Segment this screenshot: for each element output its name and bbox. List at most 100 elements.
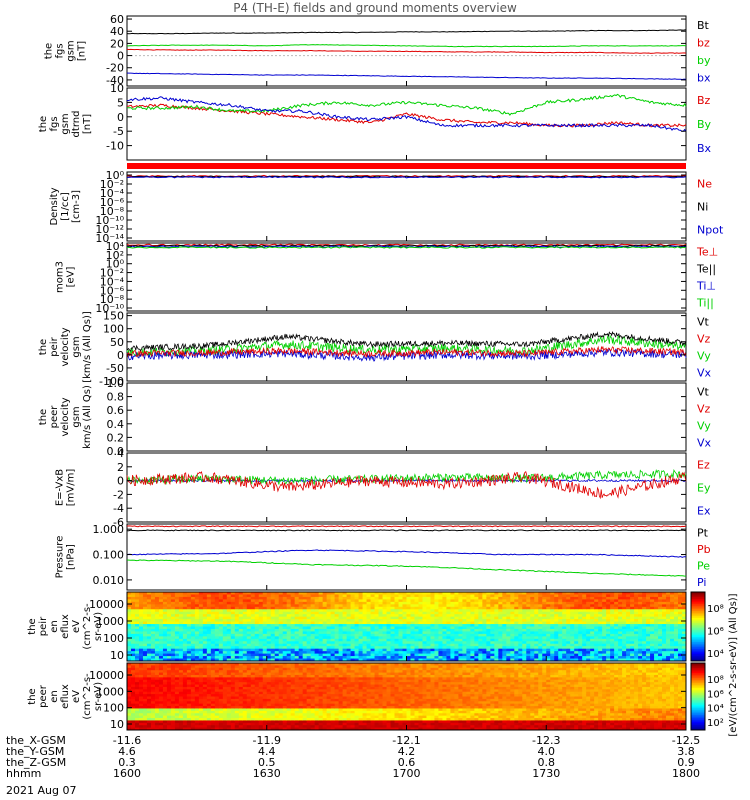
legend-entry-0: Bt <box>697 19 710 32</box>
spectrogram-cell <box>410 599 415 603</box>
spectrogram-cell <box>438 643 443 647</box>
spectrogram-cell <box>282 614 288 618</box>
spectrogram-cell <box>170 658 176 662</box>
spectrogram-cell <box>174 682 180 686</box>
spectrogram-cell <box>138 658 144 662</box>
spectrogram-cell <box>354 626 360 630</box>
spectrogram-cell <box>482 601 487 605</box>
spectrogram-cell <box>274 658 280 662</box>
spectrogram-cell <box>322 628 328 632</box>
spectrogram-cell <box>418 604 423 608</box>
spectrogram-cell <box>462 601 467 605</box>
spectrogram-cell <box>586 651 591 655</box>
spectrogram-cell <box>146 682 152 686</box>
spectrogram-cell <box>162 601 168 605</box>
spectrogram-cell <box>370 636 376 640</box>
spectrogram-cell <box>566 658 571 662</box>
spectrogram-cell <box>174 594 180 598</box>
spectrogram-cell <box>466 624 471 627</box>
spectrogram-cell <box>622 594 627 598</box>
y-tick-label-5: 0.8 <box>107 391 125 404</box>
spectrogram-cell <box>262 604 268 608</box>
spectrogram-cell <box>570 604 575 608</box>
spectrogram-cell <box>230 684 236 688</box>
spectrogram-cell <box>486 614 491 618</box>
spectrogram-cell <box>526 653 531 657</box>
spectrogram-cell <box>306 646 312 650</box>
spectrogram-cell <box>210 686 216 690</box>
spectrogram-cell <box>138 725 144 729</box>
spectrogram-cell <box>226 636 232 640</box>
spectrogram-cell <box>150 594 156 598</box>
spectrogram-cell <box>354 592 360 595</box>
spectrogram-cell <box>582 628 587 632</box>
spectrogram-cell <box>506 621 511 625</box>
spectrogram-cell <box>546 611 551 615</box>
spectrogram-cell <box>130 641 136 645</box>
spectrogram-cell <box>158 670 164 674</box>
spectrogram-cell <box>370 626 376 630</box>
spectrogram-cell <box>250 594 256 598</box>
spectrogram-cell <box>534 658 539 662</box>
spectrogram-cell <box>534 594 539 598</box>
spectrogram-cell <box>558 611 563 615</box>
spectrogram-cell <box>666 653 671 657</box>
spectrogram-cell <box>390 594 396 598</box>
spectrogram-cell <box>218 701 224 705</box>
spectrogram-cell <box>286 601 292 605</box>
spectrogram-cell <box>498 599 503 603</box>
spectrogram-cell <box>642 638 647 642</box>
spectrogram-cell <box>314 604 320 608</box>
spectrogram-cell <box>314 624 320 627</box>
spectrogram-cell <box>178 706 184 709</box>
spectrogram-cell <box>462 653 467 657</box>
spectrogram-cell <box>162 670 168 674</box>
spectrogram-cell <box>650 604 655 608</box>
spectrogram-cell <box>306 594 312 598</box>
spectrogram-cell <box>342 631 348 635</box>
spectrogram-cell <box>154 611 160 615</box>
spectrogram-cell <box>482 656 487 660</box>
spectrogram-cell <box>146 656 152 660</box>
spectrogram-cell <box>278 624 284 627</box>
spectrogram-cell <box>586 648 591 652</box>
spectrogram-cell <box>382 626 388 630</box>
spectrogram-cell <box>602 601 607 605</box>
spectrogram-cell <box>190 722 196 726</box>
spectrogram-cell <box>442 609 447 613</box>
spectrogram-cell <box>158 614 164 618</box>
spectrogram-cell <box>430 628 435 632</box>
spectrogram-cell <box>182 646 188 650</box>
panel-frame-7 <box>126 523 687 591</box>
spectrogram-cell <box>342 626 348 630</box>
spectrogram-cell <box>154 703 160 707</box>
y-tick-label-1: 10 <box>110 82 124 95</box>
spectrogram-cell <box>514 592 519 595</box>
spectrogram-cell <box>566 656 571 660</box>
spectrogram-cell <box>198 621 204 625</box>
spectrogram-cell <box>454 609 459 613</box>
spectrogram-cell <box>318 653 324 657</box>
spectrogram-cell <box>146 672 152 676</box>
spectrogram-cell <box>246 651 252 655</box>
spectrogram-cell <box>402 599 407 603</box>
spectrogram-cell <box>286 648 292 652</box>
spectrogram-cell <box>462 626 467 630</box>
spectrogram-cell <box>346 643 352 647</box>
spectrogram-cell <box>258 638 264 642</box>
spectrogram-cell <box>158 596 164 600</box>
spectrogram-cell <box>170 677 176 681</box>
spectrogram-cell <box>138 599 144 603</box>
spectrogram-cell <box>326 628 332 632</box>
spectrogram-cell <box>150 694 156 697</box>
spectrogram-cell <box>190 720 196 724</box>
spectrogram-cell <box>242 665 248 669</box>
spectrogram-cell <box>634 601 639 605</box>
spectrogram-cell <box>194 715 200 719</box>
spectrogram-cell <box>186 658 192 662</box>
spectrogram-cell <box>178 718 184 721</box>
spectrogram-cell <box>238 682 244 686</box>
spectrogram-cell <box>130 616 136 620</box>
spectrogram-cell <box>670 646 675 650</box>
spectrogram-cell <box>614 653 619 657</box>
